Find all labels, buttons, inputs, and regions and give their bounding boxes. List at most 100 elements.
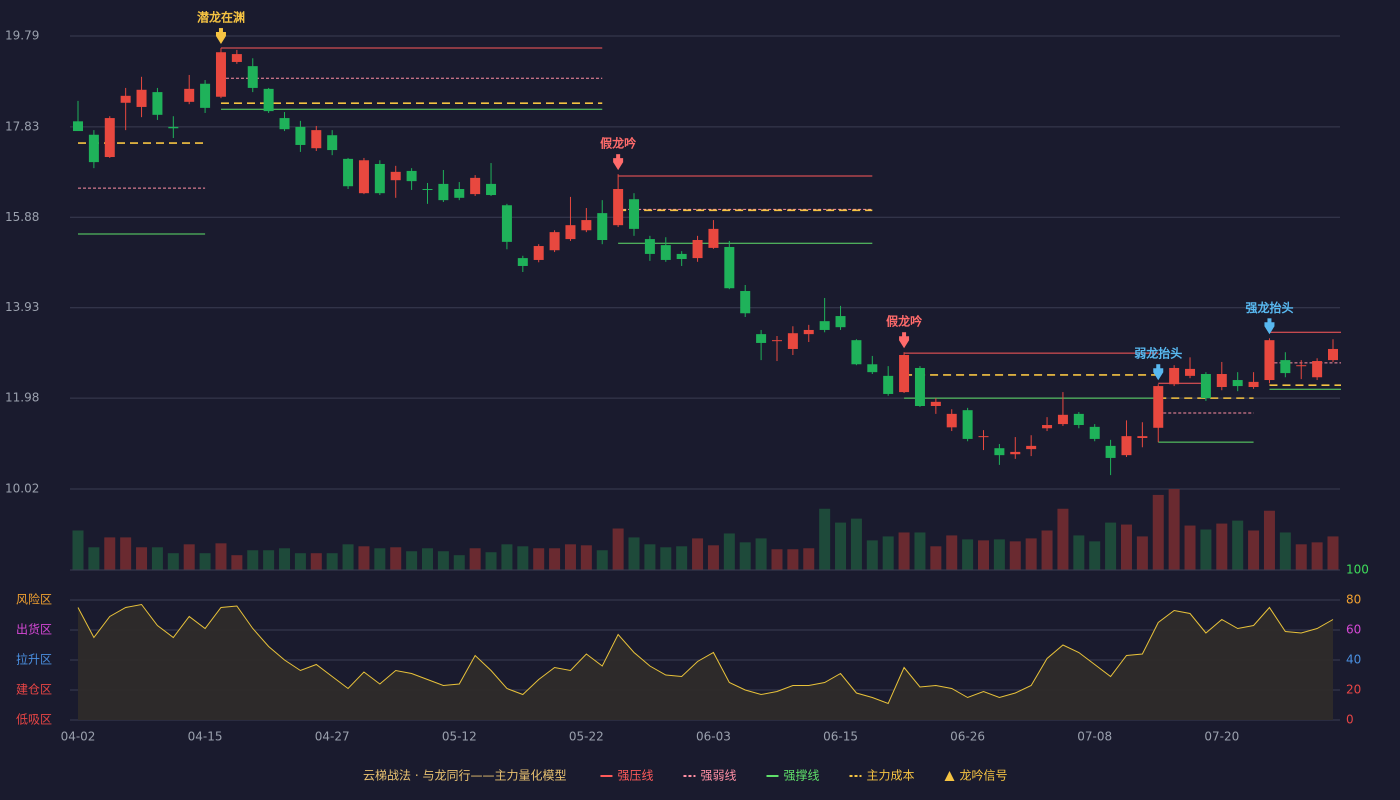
candle-body <box>486 183 497 196</box>
candle-body <box>1169 367 1180 385</box>
volume-bar <box>564 544 576 570</box>
candle-body <box>676 253 687 260</box>
signal-arrow-stem <box>1267 318 1272 325</box>
volume-bar <box>723 533 735 570</box>
volume-bar <box>930 546 942 570</box>
candle-body <box>422 189 433 191</box>
candle-body <box>549 232 560 251</box>
candle-body <box>136 89 147 107</box>
signal-arrow-stem <box>1156 364 1161 371</box>
candle-body <box>1200 374 1211 399</box>
osc-tick-label: 100 <box>1346 563 1369 577</box>
candle-body <box>73 121 83 132</box>
legend-label: 强弱线 <box>700 769 736 783</box>
volume-bar <box>1216 523 1228 570</box>
volume-bar <box>485 552 497 570</box>
signal-label: 假龙吟 <box>600 136 636 151</box>
volume-bar <box>136 547 148 570</box>
candle-body <box>740 291 751 314</box>
candle-body <box>644 239 655 254</box>
volume-bar <box>580 545 592 570</box>
volume-bar <box>469 548 481 570</box>
x-tick-label: 04-27 <box>315 730 350 744</box>
zone-label: 出货区 <box>16 622 52 637</box>
x-tick-label: 06-26 <box>950 730 985 744</box>
volume-bar <box>263 550 275 570</box>
candle-body <box>1057 414 1068 425</box>
candle-body <box>1026 445 1037 450</box>
candle-body <box>1264 340 1275 381</box>
signal-arrow <box>613 158 624 171</box>
candle-body <box>263 88 274 112</box>
volume-bar <box>453 555 465 570</box>
volume-bar <box>1073 535 1085 570</box>
volume-bar <box>247 550 259 570</box>
legend-label: 强压线 <box>617 769 653 783</box>
candle-body <box>835 316 846 328</box>
osc-tick-label: 40 <box>1346 653 1361 667</box>
volume-bar <box>1136 536 1148 570</box>
volume-bar <box>1327 536 1339 570</box>
osc-area <box>78 604 1333 720</box>
legend-title: 云梯战法 · 与龙同行——主力量化模型 <box>363 769 566 783</box>
candle-body <box>660 245 671 260</box>
volume-bar <box>1120 524 1132 570</box>
signal-arrow-stem <box>902 332 907 339</box>
y-tick-label: 17.83 <box>5 119 39 133</box>
y-tick-label: 13.93 <box>5 300 39 314</box>
volume-bar <box>374 548 386 570</box>
volume-bar <box>946 535 958 570</box>
volume-bar <box>707 545 719 570</box>
candle-body <box>215 52 226 97</box>
candle-body <box>1073 413 1084 426</box>
volume-bar <box>596 550 608 570</box>
volume-bar <box>803 548 815 570</box>
candle-body <box>1010 451 1021 455</box>
signal-arrow-stem <box>616 154 621 161</box>
volume-bar <box>993 539 1005 570</box>
candle-body <box>930 401 941 407</box>
volume-bar <box>517 546 529 570</box>
volume-bar <box>819 508 831 570</box>
y-tick-label: 19.79 <box>5 29 39 43</box>
candle-body <box>787 333 798 349</box>
legend-label: 强撑线 <box>783 768 819 783</box>
volume-bar <box>660 547 672 570</box>
osc-line <box>77 603 1334 705</box>
volume-bar <box>835 522 847 570</box>
osc-tick-label: 80 <box>1346 593 1361 607</box>
candle-body <box>819 321 830 330</box>
volume-bar <box>628 537 640 570</box>
volume-bar <box>882 536 894 570</box>
volume-bar <box>310 553 322 570</box>
volume-bar <box>533 548 545 570</box>
volume-bar <box>676 546 688 570</box>
candle-body <box>962 410 973 439</box>
candle-body <box>629 199 640 229</box>
candle-body <box>899 355 910 393</box>
volume-bar <box>104 537 116 570</box>
candle-body <box>279 118 290 130</box>
x-tick-label: 07-20 <box>1204 730 1239 744</box>
osc-tick-label: 20 <box>1346 683 1361 697</box>
volume-bar <box>1279 532 1291 570</box>
volume-bar <box>231 555 243 570</box>
volume-bar <box>421 548 433 570</box>
candle-body <box>1328 348 1338 361</box>
volume-bar <box>72 530 84 570</box>
signal-arrow <box>899 336 910 349</box>
zone-label: 建仓区 <box>16 683 52 697</box>
candle-body <box>1137 436 1148 438</box>
volume-bar <box>406 551 418 570</box>
zone-label: 风险区 <box>16 592 52 607</box>
candle-body <box>1296 365 1307 367</box>
zone-label: 低吸区 <box>16 713 52 727</box>
candle-body <box>533 246 544 260</box>
x-tick-label: 05-22 <box>569 730 604 744</box>
volume-bar <box>279 548 291 570</box>
candle-body <box>517 258 528 266</box>
volume-bar <box>167 553 179 570</box>
x-tick-label: 04-15 <box>188 730 223 744</box>
candle-body <box>358 160 369 194</box>
